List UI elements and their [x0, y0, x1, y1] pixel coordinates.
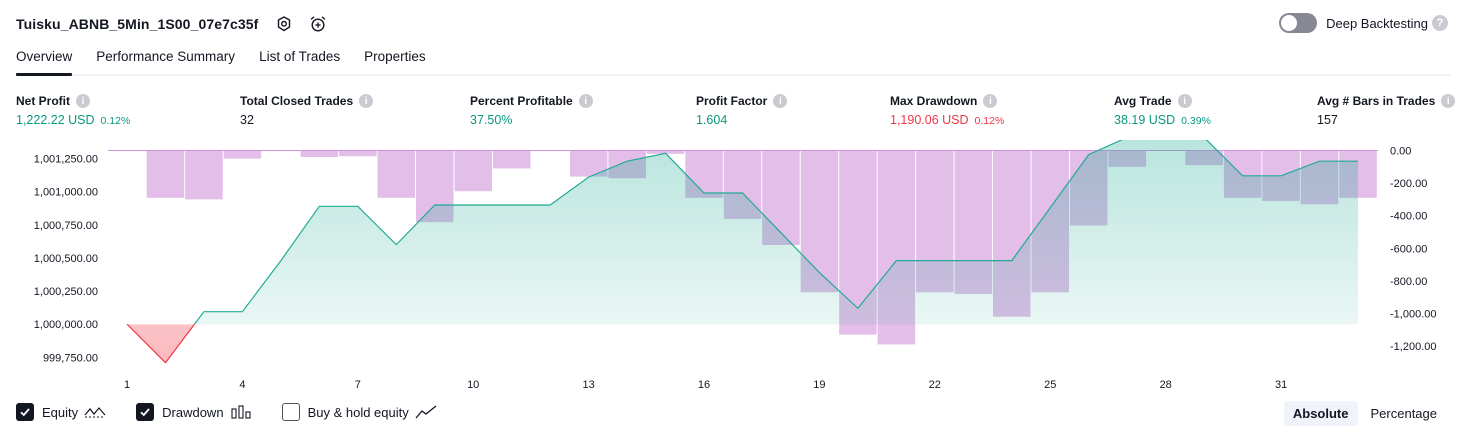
- alarm-clock-plus-icon[interactable]: [308, 14, 328, 34]
- metric-value: 1,190.06 USD: [890, 113, 969, 127]
- equity-area-positive: [127, 140, 1358, 325]
- metric-label: Net Profit: [16, 94, 70, 108]
- left-axis-tick-label: 1,001,250.00: [34, 154, 98, 166]
- drawdown-bar: [646, 150, 685, 154]
- drawdown-bar: [146, 150, 185, 198]
- percentage-button[interactable]: Percentage: [1370, 406, 1438, 421]
- tab-overview[interactable]: Overview: [16, 46, 73, 76]
- left-axis-tick-label: 999,750.00: [43, 352, 98, 364]
- info-icon[interactable]: i: [983, 94, 998, 108]
- chart-legend: Equity Drawdown Buy & hold equity: [16, 403, 467, 421]
- right-axis-tick-label: -200.00: [1390, 178, 1427, 190]
- drawdown-bar: [377, 150, 415, 198]
- legend-item-buy-hold[interactable]: Buy & hold equity: [281, 403, 437, 421]
- toggle-knob: [1281, 15, 1298, 31]
- right-axis-tick-label: -1,000.00: [1390, 309, 1436, 321]
- metric-total-closed-trades: Total Closed Trades i 32: [240, 93, 374, 129]
- drawdown-bar: [493, 150, 531, 169]
- checkbox-equity[interactable]: [16, 403, 34, 421]
- metric-label: Percent Profitable: [470, 94, 573, 108]
- right-axis-tick-label: -400.00: [1390, 211, 1427, 223]
- metric-avg-bars-in-trades: Avg # Bars in Trades i 157: [1317, 93, 1456, 129]
- x-axis-tick-label: 31: [1275, 379, 1287, 391]
- tab-list-of-trades[interactable]: List of Trades: [259, 49, 341, 64]
- info-icon[interactable]: i: [578, 94, 593, 108]
- x-axis-tick-label: 1: [124, 379, 130, 391]
- metric-value: 157: [1317, 113, 1338, 127]
- drawdown-bar: [185, 150, 223, 200]
- right-axis-tick-label: -600.00: [1390, 243, 1427, 255]
- info-icon[interactable]: i: [1177, 94, 1192, 108]
- metric-value: 1,222.22 USD: [16, 113, 95, 127]
- x-axis-tick-label: 16: [698, 379, 710, 391]
- left-axis-tick-label: 1,000,000.00: [34, 319, 98, 331]
- info-icon[interactable]: i: [76, 94, 90, 108]
- info-icon[interactable]: i: [773, 94, 788, 108]
- left-axis-tick-label: 1,000,250.00: [34, 286, 98, 298]
- drawdown-bar: [300, 150, 339, 157]
- metric-percent-profitable: Percent Profitable i 37.50%: [470, 93, 593, 129]
- gear-icon[interactable]: [274, 14, 294, 34]
- tab-performance-summary[interactable]: Performance Summary: [96, 49, 236, 64]
- right-axis-tick-label: -800.00: [1390, 276, 1427, 288]
- equity-drawdown-chart[interactable]: 1,001,250.00 1,001,000.00 1,000,750.00 1,00…: [0, 140, 1466, 395]
- equity-wave-icon: [84, 404, 106, 420]
- info-icon[interactable]: i: [1441, 94, 1456, 108]
- help-icon[interactable]: ?: [1432, 15, 1448, 31]
- left-axis-tick-label: 1,001,000.00: [34, 187, 98, 199]
- metric-value: 1.604: [696, 113, 728, 127]
- strategy-header: Tuisku_ABNB_5Min_1S00_07e7c35f: [16, 12, 328, 36]
- legend-item-equity[interactable]: Equity: [16, 403, 106, 421]
- metric-label: Avg # Bars in Trades: [1317, 94, 1436, 108]
- value-mode-switch: Absolute Percentage: [1280, 401, 1446, 426]
- strategy-title: Tuisku_ABNB_5Min_1S00_07e7c35f: [16, 16, 259, 32]
- right-axis-tick-label: -1,200.00: [1390, 341, 1436, 353]
- x-axis-tick-label: 10: [467, 379, 479, 391]
- checkbox-drawdown[interactable]: [136, 403, 155, 421]
- metric-avg-trade: Avg Trade i 38.19 USD 0.39%: [1114, 93, 1211, 129]
- legend-item-drawdown[interactable]: Drawdown: [136, 403, 251, 421]
- metric-percent: 0.12%: [100, 115, 131, 127]
- legend-label: Drawdown: [162, 404, 224, 420]
- metric-label: Profit Factor: [696, 94, 768, 108]
- x-axis-tick-label: 28: [1160, 379, 1172, 391]
- drawdown-bar: [339, 150, 377, 157]
- deep-backtesting-toggle[interactable]: [1279, 13, 1318, 33]
- drawdown-bar: [454, 150, 492, 192]
- report-tabs: Overview Performance Summary List of Tra…: [16, 46, 1450, 76]
- x-axis-tick-label: 22: [929, 379, 941, 391]
- equity-line: [126, 140, 1358, 325]
- metric-label: Avg Trade: [1114, 94, 1172, 108]
- deep-backtesting-label: Deep Backtesting: [1326, 15, 1428, 31]
- legend-label: Buy & hold equity: [307, 404, 409, 420]
- metric-label: Max Drawdown: [890, 94, 978, 108]
- metric-value: 38.19 USD: [1114, 113, 1176, 127]
- metric-value: 37.50%: [470, 113, 513, 127]
- left-axis-tick-label: 1,000,750.00: [34, 220, 98, 232]
- deep-backtesting-control: Deep Backtesting ?: [1279, 13, 1448, 33]
- metric-max-drawdown: Max Drawdown i 1,190.06 USD 0.12%: [890, 93, 1004, 129]
- drawdown-bar: [223, 150, 262, 159]
- legend-label: Equity: [42, 404, 79, 420]
- x-axis-tick-label: 25: [1044, 379, 1056, 391]
- metric-percent: 0.12%: [974, 115, 1005, 127]
- checkbox-buy-hold[interactable]: [281, 403, 300, 421]
- x-axis-tick-label: 19: [813, 379, 825, 391]
- buy-hold-line-icon: [415, 404, 437, 420]
- right-axis-tick-label: 0.00: [1390, 146, 1411, 158]
- left-axis-tick-label: 1,000,500.00: [34, 253, 98, 265]
- absolute-button[interactable]: Absolute: [1283, 401, 1358, 426]
- tab-properties[interactable]: Properties: [364, 49, 426, 64]
- x-axis-tick-label: 4: [239, 379, 245, 391]
- metric-net-profit: Net Profit i 1,222.22 USD 0.12%: [16, 93, 130, 129]
- x-axis-tick-label: 7: [355, 379, 361, 391]
- drawdown-bars-icon: [230, 404, 252, 420]
- metric-value: 32: [240, 113, 254, 127]
- metric-profit-factor: Profit Factor i 1.604: [696, 93, 788, 129]
- metric-label: Total Closed Trades: [240, 94, 354, 108]
- metric-percent: 0.39%: [1181, 115, 1211, 127]
- info-icon[interactable]: i: [359, 94, 374, 108]
- x-axis-tick-label: 13: [582, 379, 594, 391]
